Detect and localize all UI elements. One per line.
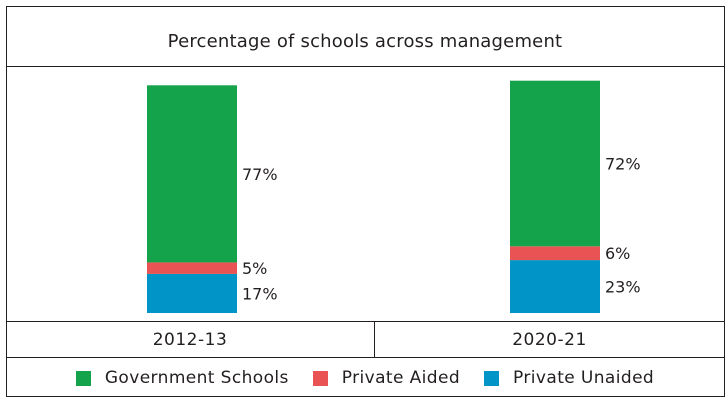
bar-government-schools-2012-13 xyxy=(147,85,237,263)
bar-private-unaided-2020-21 xyxy=(510,260,600,313)
value-label-private-aided-2020-21: 6% xyxy=(605,244,630,263)
value-label-private-unaided-2012-13: 17% xyxy=(242,284,278,303)
category-label-2012-13: 2012-13 xyxy=(152,330,228,350)
bar-government-schools-2020-21 xyxy=(510,80,600,247)
value-label-government-schools-2020-21: 72% xyxy=(605,155,641,174)
legend: Government Schools Private Aided Private… xyxy=(6,359,724,397)
bar-private-aided-2020-21 xyxy=(510,246,600,261)
legend-label-government: Government Schools xyxy=(104,368,289,388)
bar-private-aided-2012-13 xyxy=(147,262,237,274)
chart-title: Percentage of schools across management xyxy=(167,31,563,52)
category-label-2020-21: 2020-21 xyxy=(512,330,587,350)
value-label-government-schools-2012-13: 77% xyxy=(242,165,278,184)
bars-group: 17% 5% 77% 23% 6% 72% xyxy=(147,80,641,313)
value-label-private-aided-2012-13: 5% xyxy=(242,259,267,278)
legend-swatch-private-aided xyxy=(312,370,328,386)
legend-swatch-government xyxy=(75,370,91,386)
legend-item-government: Government Schools xyxy=(75,368,289,388)
legend-item-private-aided: Private Aided xyxy=(312,368,461,388)
value-label-private-unaided-2020-21: 23% xyxy=(605,278,641,297)
legend-item-private-unaided: Private Unaided xyxy=(484,368,654,388)
legend-label-private-unaided: Private Unaided xyxy=(513,368,655,388)
legend-label-private-aided: Private Aided xyxy=(341,368,461,388)
outer-border xyxy=(6,6,725,397)
legend-swatch-private-unaided xyxy=(484,370,500,386)
bar-private-unaided-2012-13 xyxy=(147,273,237,313)
